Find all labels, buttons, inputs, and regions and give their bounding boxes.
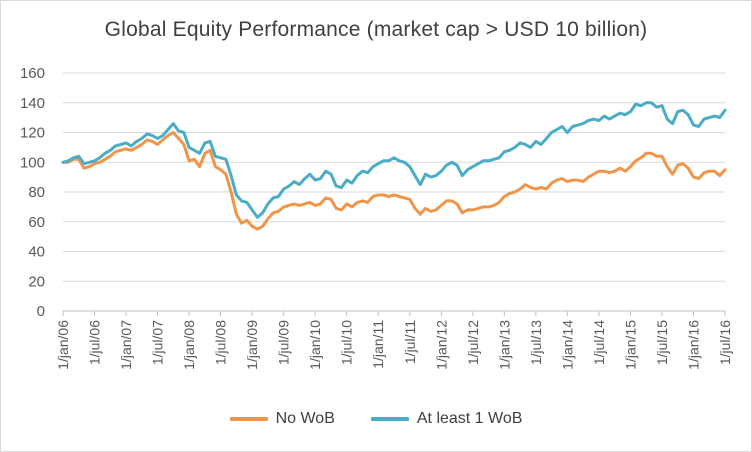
x-tick-label: 1/jan/06 [55,320,71,370]
x-tick-label: 1/jan/07 [118,320,134,370]
x-tick-label: 1/jul/10 [339,320,355,365]
legend: No WoB At least 1 WoB [0,410,752,428]
legend-label-at-least-1-wob: At least 1 WoB [416,410,523,427]
x-tick-label: 1/jan/09 [244,320,260,370]
x-tick-label: 1/jul/15 [654,320,670,365]
legend-swatch-no-wob [229,417,268,421]
legend-swatch-at-least-1-wob [370,417,409,421]
x-tick-label: 1/jul/09 [276,320,292,365]
gridlines [63,72,725,312]
x-tick-label: 1/jan/15 [622,320,638,370]
x-tick-label: 1/jul/06 [87,320,103,365]
legend-item-at-least-1-wob: At least 1 WoB [370,410,523,428]
y-tick-label: 140 [20,95,45,112]
x-tick-label: 1/jan/12 [433,320,449,370]
y-tick-label: 60 [28,214,45,231]
y-tick-label: 80 [28,184,45,201]
x-tick-label: 1/jul/07 [150,320,166,365]
series-lines [61,101,727,231]
x-tick-label: 1/jul/13 [528,320,544,365]
x-tick-label: 1/jan/14 [559,320,575,370]
y-axis-ticks: 0 20 40 60 80 100 120 140 160 [20,65,45,320]
x-tick-label: 1/jan/13 [496,320,512,370]
y-tick-label: 40 [28,244,45,261]
y-tick-label: 120 [20,125,45,142]
series-line-at-least-1-wob [61,101,727,219]
x-tick-label: 1/jan/10 [307,320,323,370]
x-tick-label: 1/jan/11 [370,320,386,369]
legend-item-no-wob: No WoB [229,410,335,428]
x-tick-label: 1/jan/16 [685,320,701,370]
x-tick-label: 1/jul/14 [591,320,607,365]
y-tick-label: 160 [20,65,45,82]
y-tick-label: 0 [37,303,45,320]
y-tick-label: 100 [20,154,45,171]
x-axis-ticks: 1/jan/06 1/jul/06 1/jan/07 1/jul/07 1/jan/08… [55,311,733,370]
y-tick-label: 20 [28,273,45,290]
x-tick-label: 1/jul/08 [213,320,229,365]
legend-label-no-wob: No WoB [275,410,335,427]
x-tick-label: 1/jul/11 [402,320,418,364]
x-tick-label: 1/jul/12 [465,320,481,365]
chart-title: Global Equity Performance (market cap > … [104,18,648,41]
x-tick-label: 1/jul/16 [717,320,733,365]
series-line-no-wob [61,131,727,231]
x-tick-label: 1/jan/08 [181,320,197,370]
